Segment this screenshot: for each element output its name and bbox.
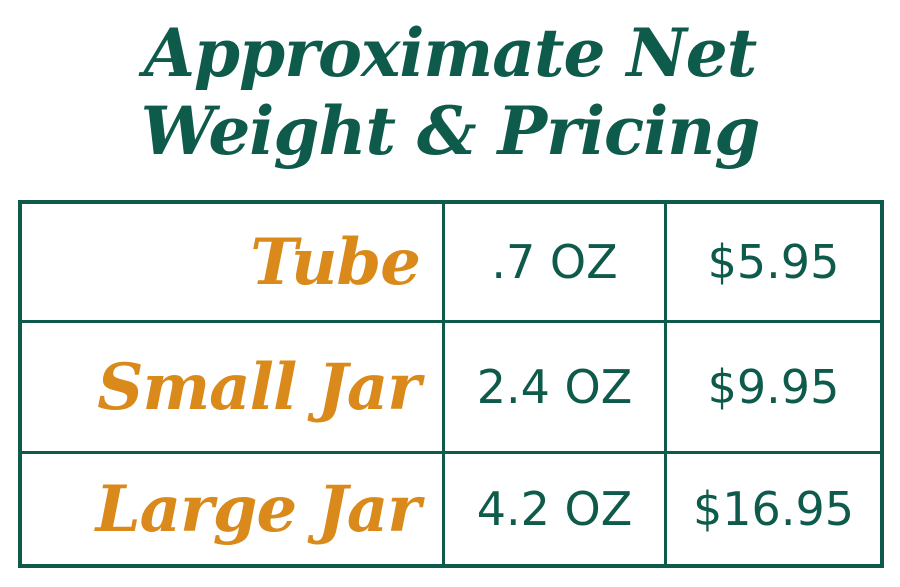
pricing-table: Tube .7 OZ $5.95 Small Jar 2.4 OZ $9.95 … — [18, 200, 884, 568]
title-line-2: Weight & Pricing — [140, 92, 761, 170]
title-line-1: Approximate Net — [143, 14, 758, 92]
product-weight: .7 OZ — [445, 204, 667, 323]
product-weight: 2.4 OZ — [445, 323, 667, 454]
product-price: $5.95 — [667, 204, 880, 323]
product-name: Large Jar — [22, 454, 445, 564]
page-title: Approximate Net Weight & Pricing — [0, 14, 900, 170]
product-name: Tube — [22, 204, 445, 323]
product-weight: 4.2 OZ — [445, 454, 667, 564]
product-name: Small Jar — [22, 323, 445, 454]
product-price: $16.95 — [693, 482, 854, 536]
product-price: $9.95 — [667, 323, 880, 454]
